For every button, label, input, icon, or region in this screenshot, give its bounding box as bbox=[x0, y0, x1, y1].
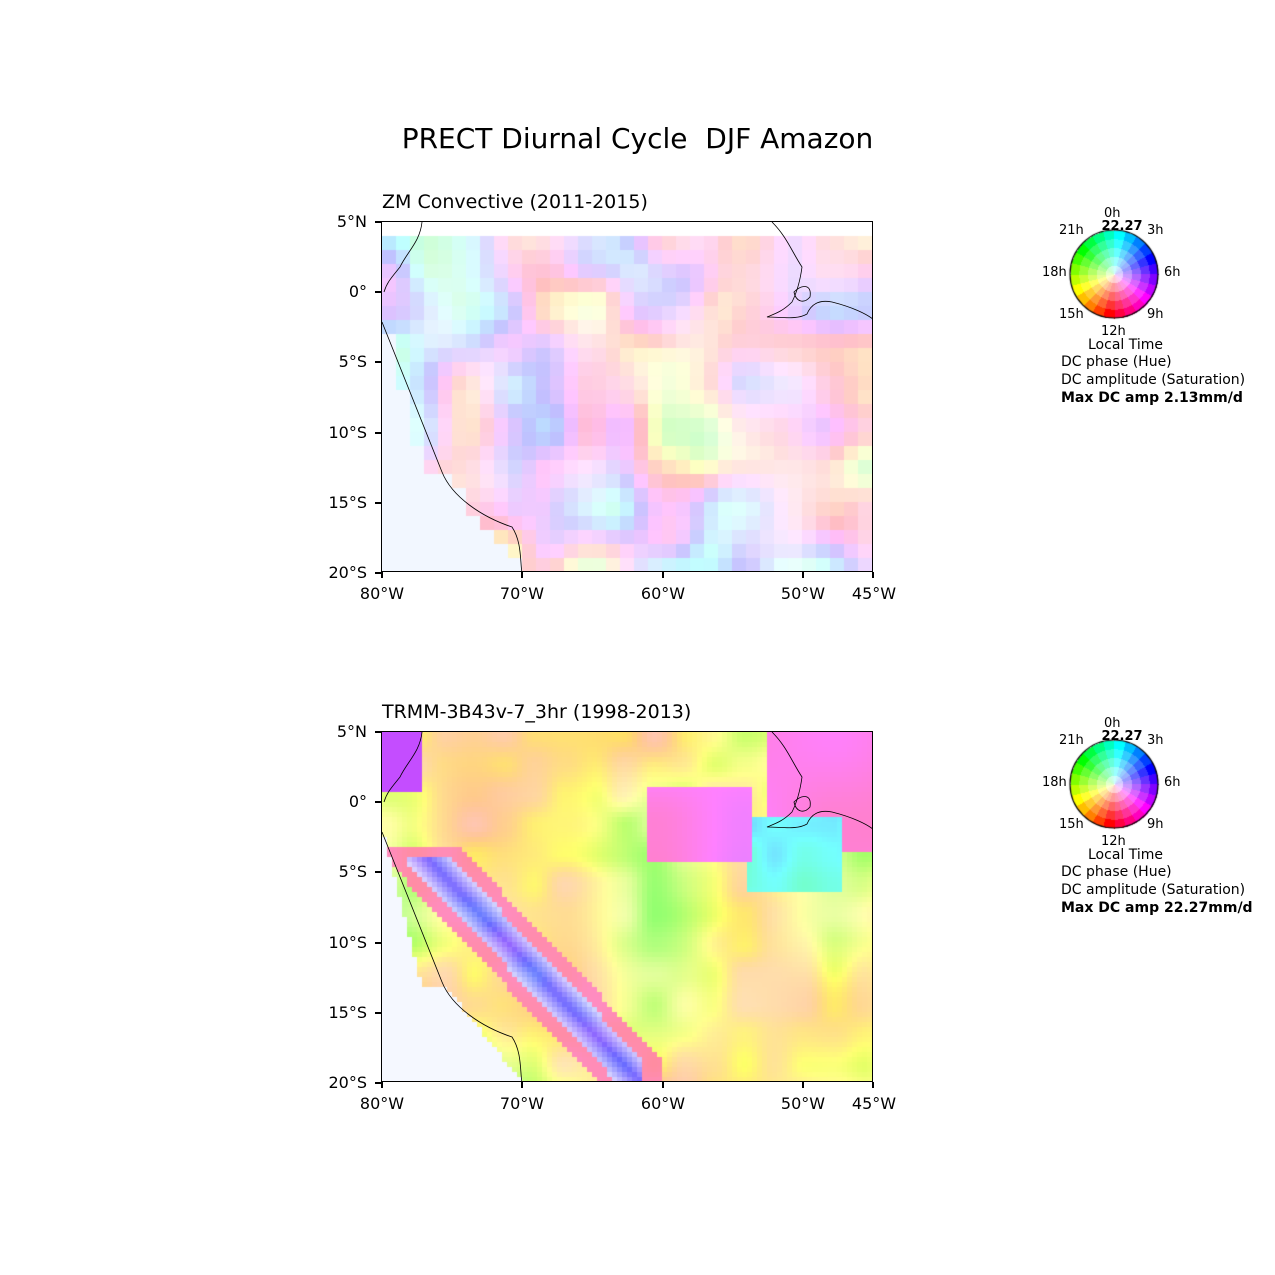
panel-1-ytick-label: 5°S bbox=[338, 352, 367, 371]
wheel-2-hour-label: 15h bbox=[1059, 817, 1084, 832]
wheel-2-hour-label: 21h bbox=[1059, 733, 1084, 748]
panel-1-ytick-mark bbox=[375, 502, 381, 504]
panel-2-ytick-mark bbox=[375, 871, 381, 873]
legend-1-max-amplitude: Max DC amp 2.13mm/d bbox=[1061, 390, 1243, 406]
panel-2-ytick-mark bbox=[375, 942, 381, 944]
wheel-1-hour-label: 0h bbox=[1104, 206, 1121, 221]
wheel-1-hour-label: 21h bbox=[1059, 223, 1084, 238]
wheel-1-hour-label: 9h bbox=[1147, 307, 1164, 322]
panel-2-ytick-mark bbox=[375, 731, 381, 733]
panel-1-title: ZM Convective (2011-2015) bbox=[382, 191, 648, 213]
panel-2-ytick-mark bbox=[375, 1012, 381, 1014]
panel-2-xtick-mark bbox=[802, 1082, 804, 1088]
panel-2-coastline-northwest bbox=[383, 732, 423, 803]
panel-2-ytick-mark bbox=[375, 1082, 381, 1084]
panel-2-coastline-west bbox=[382, 831, 523, 1081]
panel-1-xtick-mark bbox=[872, 572, 874, 578]
legend-1-phase: DC phase (Hue) bbox=[1061, 354, 1172, 370]
wheel-1-hour-label: 3h bbox=[1147, 223, 1164, 238]
panel-2-xtick-label: 80°W bbox=[359, 1094, 405, 1113]
panel-2-ytick-label: 5°S bbox=[338, 862, 367, 881]
panel-1-xtick-label: 80°W bbox=[359, 584, 405, 603]
wheel-2-hour-label: 18h bbox=[1042, 775, 1067, 790]
panel-1-xtick-mark bbox=[802, 572, 804, 578]
panel-2-ytick-label: 0° bbox=[348, 792, 367, 811]
legend-2-amplitude: DC amplitude (Saturation) bbox=[1061, 882, 1246, 898]
panel-1-xtick-mark bbox=[521, 572, 523, 578]
panel-2-coastline-island bbox=[793, 796, 811, 812]
panel-1-ytick-label: 15°S bbox=[328, 493, 367, 512]
wheel-2-hour-label: 6h bbox=[1164, 775, 1181, 790]
wheel-1-hour-label: 15h bbox=[1059, 307, 1084, 322]
panel-2-ytick-label: 15°S bbox=[328, 1003, 367, 1022]
panel-2-ytick-label: 20°S bbox=[328, 1073, 367, 1092]
wheel-2-hour-label: 9h bbox=[1147, 817, 1164, 832]
panel-1-xtick-label: 45°W bbox=[851, 584, 897, 603]
panel-1-phase-amplitude-raster bbox=[382, 222, 872, 571]
legend-2-max-amplitude: Max DC amp 22.27mm/d bbox=[1061, 900, 1253, 916]
panel-1-coastline-northeast bbox=[766, 222, 872, 319]
panel-1-xtick-label: 50°W bbox=[780, 584, 826, 603]
wheel-2-hour-label: 3h bbox=[1147, 733, 1164, 748]
panel-2-ytick-label: 5°N bbox=[336, 722, 367, 741]
panel-1-xtick-label: 60°W bbox=[640, 584, 686, 603]
panel-1-coastline-northwest bbox=[383, 222, 423, 293]
panel-2-coastline bbox=[382, 732, 872, 1081]
wheel-2-hour-label: 0h bbox=[1104, 716, 1121, 731]
legend-1-amplitude: DC amplitude (Saturation) bbox=[1061, 372, 1246, 388]
panel-1-xtick-mark bbox=[662, 572, 664, 578]
panel-1-ytick-label: 20°S bbox=[328, 563, 367, 582]
legend-1-local-time: Local Time bbox=[1088, 337, 1163, 353]
panel-2-xtick-label: 60°W bbox=[640, 1094, 686, 1113]
panel-2-xtick-mark bbox=[381, 1082, 383, 1088]
panel-1-coastline-island bbox=[793, 286, 811, 302]
panel-2-xtick-mark bbox=[662, 1082, 664, 1088]
panel-1-ytick-label: 5°N bbox=[336, 212, 367, 231]
panel-2-xtick-label: 45°W bbox=[851, 1094, 897, 1113]
wheel-1-hour-label: 6h bbox=[1164, 265, 1181, 280]
panel-1-coastline-west bbox=[382, 321, 523, 571]
panel-2-phase-amplitude-raster bbox=[382, 732, 872, 1081]
panel-1-map bbox=[381, 221, 873, 572]
panel-1-color-wheel bbox=[1068, 228, 1160, 320]
panel-2-xtick-label: 50°W bbox=[780, 1094, 826, 1113]
panel-2-title: TRMM-3B43v-7_3hr (1998-2013) bbox=[382, 701, 692, 723]
panel-1-xtick-label: 70°W bbox=[499, 584, 545, 603]
panel-2-ytick-label: 10°S bbox=[328, 933, 367, 952]
panel-2-map bbox=[381, 731, 873, 1082]
legend-2-phase: DC phase (Hue) bbox=[1061, 864, 1172, 880]
wheel-2-hour-label: 12h bbox=[1101, 834, 1126, 849]
figure-title: PRECT Diurnal Cycle DJF Amazon bbox=[401, 122, 874, 155]
panel-1-ytick-mark bbox=[375, 291, 381, 293]
panel-2-xtick-label: 70°W bbox=[499, 1094, 545, 1113]
panel-1-ytick-mark bbox=[375, 432, 381, 434]
panel-1-ytick-mark bbox=[375, 572, 381, 574]
panel-1-ytick-mark bbox=[375, 221, 381, 223]
panel-1-ytick-mark bbox=[375, 361, 381, 363]
panel-2-xtick-mark bbox=[521, 1082, 523, 1088]
panel-1-coastline bbox=[382, 222, 872, 571]
wheel-2-max-value: 22.27 bbox=[1101, 729, 1143, 744]
panel-2-xtick-mark bbox=[872, 1082, 874, 1088]
legend-2-local-time: Local Time bbox=[1088, 847, 1163, 863]
wheel-1-hour-label: 12h bbox=[1101, 324, 1126, 339]
panel-1-ytick-label: 10°S bbox=[328, 423, 367, 442]
panel-2-coastline-northeast bbox=[766, 732, 872, 829]
panel-2-color-wheel bbox=[1068, 738, 1160, 830]
panel-1-xtick-mark bbox=[381, 572, 383, 578]
wheel-1-max-value: 22.27 bbox=[1101, 219, 1143, 234]
wheel-1-hour-label: 18h bbox=[1042, 265, 1067, 280]
panel-2-ytick-mark bbox=[375, 801, 381, 803]
panel-1-ytick-label: 0° bbox=[348, 282, 367, 301]
